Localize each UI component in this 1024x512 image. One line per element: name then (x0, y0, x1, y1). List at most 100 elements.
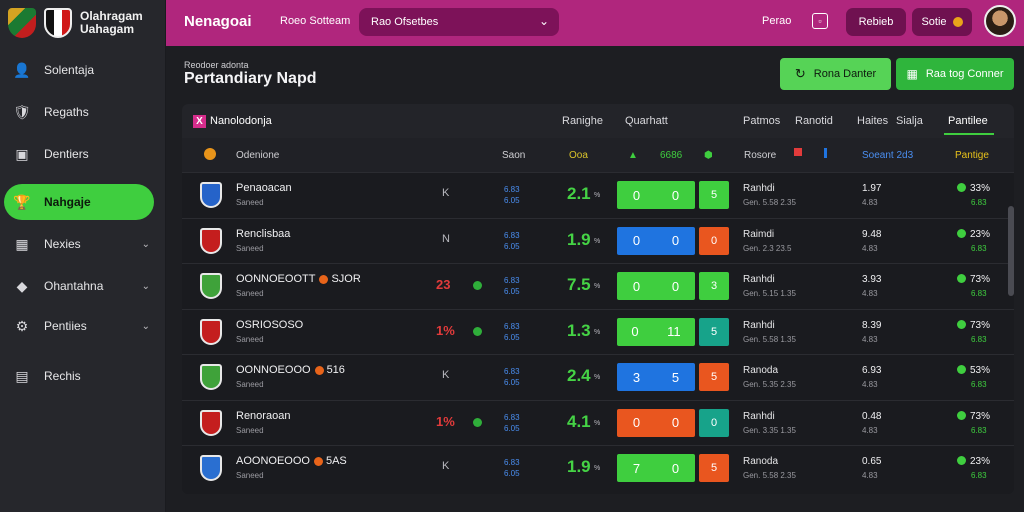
user-avatar[interactable] (984, 5, 1016, 37)
team-subtitle: Saneed (236, 198, 264, 207)
sidebar-item-6[interactable]: ⚙ Pentiies ⌄ (4, 308, 154, 344)
sidebar-item-label: Regaths (44, 105, 89, 119)
sort-icon[interactable] (204, 148, 216, 160)
column-header-saon[interactable]: Saon (502, 150, 526, 161)
table-row[interactable]: OONNOEOOO 516 Saneed K 6.83 6.05 2.4% 3 5 5 Ranoda… (182, 354, 1014, 399)
secondary-score-box[interactable]: 0 (699, 408, 729, 437)
refresh-icon: ↻ (794, 66, 806, 81)
team-name[interactable]: Renclisbaa (236, 228, 290, 240)
value-secondary: 4.83 (862, 198, 878, 207)
team-subtitle: Saneed (236, 471, 264, 480)
top-nav-link[interactable]: Roeo Sotteam (280, 15, 351, 27)
column-header-trend-icon[interactable]: ▲ (628, 150, 638, 161)
result-label: Ranhdi (743, 274, 775, 285)
compare-icon[interactable]: K (442, 187, 450, 199)
tab-pantilee[interactable]: Pantilee (948, 115, 988, 127)
rating-unit: % (594, 374, 601, 381)
rebieb-button-label: Rebieb (858, 16, 894, 28)
calendar-icon: ▣ (15, 145, 29, 162)
value-primary: 6.93 (862, 365, 882, 376)
secondary-score-box[interactable]: 3 (699, 272, 729, 300)
sidebar-item-7[interactable]: ▤ Rechis (4, 358, 154, 394)
secondary-score-box[interactable]: 5 (699, 181, 729, 209)
sotie-button[interactable]: Sotie (912, 8, 972, 36)
sidebar-item-2[interactable]: ▣ Dentiers (4, 136, 154, 172)
secondary-score-box[interactable]: 5 (699, 363, 729, 391)
table-row[interactable]: Renclisbaa Saneed N 6.83 6.05 1.9% 0 0 0 Raimdi Ge… (182, 217, 1014, 263)
team-tag: 5AS (325, 455, 347, 467)
score-value: 5 (671, 369, 680, 385)
tab-patmos[interactable]: Patmos (743, 115, 781, 127)
table-scrollbar[interactable] (1008, 206, 1014, 296)
compare-icon[interactable]: K (442, 369, 450, 381)
team-name[interactable]: OONNOEOOTT SJOR (236, 273, 361, 285)
team-crest-icon (200, 227, 222, 254)
calendar-icon[interactable]: ▫ (812, 13, 828, 29)
table-row[interactable]: Penaoacan Saneed K 6.83 6.05 2.1% 0 0 5 Ranhdi Gen… (182, 172, 1014, 217)
column-header-shield-icon[interactable]: ⬢ (704, 150, 713, 161)
tab-nanolodonja[interactable]: Nanolodonja (210, 115, 272, 127)
club-crest-icon (8, 8, 36, 38)
result-detail: Gen. 3.35 1.35 (743, 425, 796, 435)
sidebar-item-5[interactable]: ◆ Ohantahna ⌄ (4, 268, 154, 304)
column-header-soeant[interactable]: Soeant 2d3 (862, 150, 914, 161)
secondary-score-box[interactable]: 5 (699, 317, 729, 346)
secondary-score-box[interactable]: 5 (699, 454, 729, 482)
tab-quarhatt[interactable]: Quarhatt (625, 115, 668, 127)
percentage-detail: 6.83 (971, 243, 987, 253)
sidebar-item-0[interactable]: 👤 Solentaja (4, 52, 154, 88)
team-name[interactable]: OONNOEOOO 516 (236, 364, 345, 376)
tab-ranotid[interactable]: Ranotid (795, 115, 833, 127)
percentage-value: 23% (957, 229, 990, 240)
brand[interactable]: Olahragam Uahagam (0, 0, 166, 46)
percentage-detail: 6.83 (971, 380, 987, 389)
team-subtitle: Saneed (236, 425, 264, 435)
table-row[interactable]: OONNOEOOTT SJOR Saneed 23 6.83 6.05 7.5% 0 0 3 Ran… (182, 263, 1014, 308)
blue-marker-icon (824, 148, 827, 158)
column-header-team[interactable]: Odenione (236, 150, 280, 161)
table-row[interactable]: Renoraoan Saneed 1% 6.83 6.05 4.1% 0 0 0 Ranhdi Ge… (182, 399, 1014, 445)
team-name[interactable]: AOONOEOOO 5AS (236, 455, 347, 467)
team-name[interactable]: OSRIOSOSO (236, 319, 303, 331)
settings-icon: ⚙ (15, 317, 29, 334)
team-name-text: OONNOEOOTT (236, 273, 316, 285)
column-header-ooa[interactable]: Ooa (569, 150, 588, 161)
tab-sialja[interactable]: Sialja (896, 115, 923, 127)
result-label: Ranhdi (743, 410, 775, 422)
chevron-down-icon: ⌄ (141, 320, 150, 332)
table-row[interactable]: AOONOEOOO 5AS Saneed K 6.83 6.05 1.9% 7 0 5 Ranoda… (182, 445, 1014, 490)
sidebar-item-4[interactable]: ▦ Nexies ⌄ (4, 226, 154, 262)
team-crest-icon (200, 455, 222, 481)
period-link[interactable]: Perao (762, 15, 792, 27)
tab-haites[interactable]: Haites (857, 115, 889, 127)
primary-action-button[interactable]: ↻ Rona Danter (780, 58, 891, 90)
rebieb-button[interactable]: Rebieb (846, 8, 906, 36)
column-header-rosore[interactable]: Rosore (744, 150, 777, 161)
stat-secondary: 6.05 (504, 378, 520, 387)
secondary-action-button[interactable]: ▦ Raa tog Conner (896, 58, 1014, 90)
sidebar-item-1[interactable]: 🛡 Regaths (4, 94, 154, 130)
column-header-pantige[interactable]: Pantige (955, 150, 989, 161)
column-header-score[interactable]: 6686 (660, 150, 683, 161)
team-subtitle: Saneed (236, 380, 264, 389)
sidebar-item-3[interactable]: 🏆 Nahgaje (4, 184, 154, 220)
score-value: 0 (632, 278, 641, 294)
compare-icon[interactable]: N (442, 232, 450, 245)
tab-ranighe[interactable]: Ranighe (562, 115, 603, 127)
filter-select[interactable]: Rao Ofsetbes ⌄ (359, 8, 559, 36)
secondary-score-box[interactable]: 0 (699, 226, 729, 255)
score-box[interactable]: 0 11 (617, 317, 695, 346)
team-name[interactable]: Renoraoan (236, 410, 290, 422)
compare-icon[interactable]: K (442, 460, 450, 472)
score-value: 0 (632, 233, 641, 248)
page-section-title: Nenagoai (184, 13, 252, 30)
table-row[interactable]: OSRIOSOSO Saneed 1% 6.83 6.05 1.3% 0 11 5 Ranhdi G… (182, 308, 1014, 354)
team-name[interactable]: Penaoacan (236, 182, 292, 194)
table-header: Odenione Saon Ooa ▲ 6686 ⬢ Rosore Soeant… (182, 138, 1014, 172)
